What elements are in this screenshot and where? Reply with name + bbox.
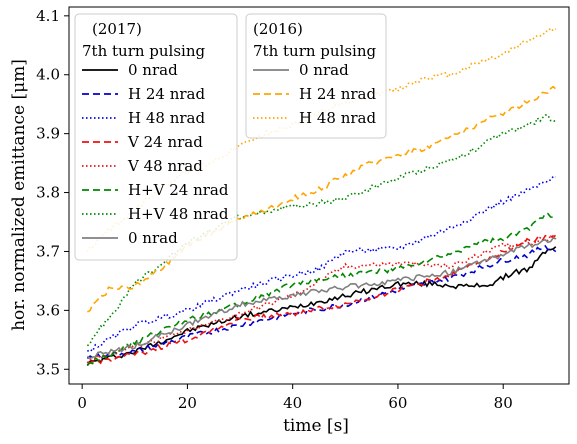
legend-entry-label: H+V 24 nrad: [128, 181, 229, 199]
legend-entry-label: H 24 nrad: [299, 85, 376, 103]
y-tick-label: 3.9: [36, 125, 60, 143]
legend-title: 7th turn pulsing: [253, 42, 377, 60]
y-axis-ticks: 3.5 3.6 3.7 3.8 3.9 4.0 4.1: [36, 7, 69, 378]
series-line-1-0-nrad: [86, 246, 557, 367]
x-axis-label: time [s]: [283, 416, 349, 436]
y-tick-label: 4.0: [36, 66, 60, 84]
y-axis-label: hor. normalized emittance [μm]: [9, 59, 29, 331]
legend-title: (2017): [92, 20, 142, 38]
series-line-2-h-24-nrad: [86, 244, 557, 360]
legend-entry-label: H+V 48 nrad: [128, 205, 229, 223]
y-tick-label: 3.6: [36, 301, 60, 319]
x-tick-label: 80: [494, 394, 513, 412]
legend-entry-label: H 48 nrad: [128, 109, 205, 127]
legend-box: [74, 13, 238, 261]
legend-box: [245, 13, 387, 139]
legend-entry-label: 0 nrad: [128, 61, 178, 79]
x-tick-label: 0: [77, 394, 87, 412]
series-line-6-h-v-24-nrad: [86, 212, 556, 366]
series-line-10-h-24-nrad: [87, 85, 557, 313]
x-axis-ticks: 0 20 40 60 80: [77, 384, 513, 412]
legend-entry-label: H 24 nrad: [128, 85, 205, 103]
legend-entry-label: V 24 nrad: [127, 133, 203, 151]
series-line-7-h-v-48-nrad: [86, 114, 557, 347]
y-tick-label: 3.8: [36, 184, 60, 202]
legend-title: (2016): [253, 20, 303, 38]
y-tick-label: 3.5: [36, 360, 60, 378]
plot-frame: [68, 6, 570, 385]
series-line-3-h-48-nrad: [86, 175, 556, 353]
legend-entry-label: 0 nrad: [128, 229, 178, 247]
series-line-8-0-nrad: [86, 236, 557, 360]
legend-entry-label: V 48 nrad: [127, 157, 203, 175]
legend-entry-label: H 48 nrad: [299, 109, 376, 127]
y-tick-label: 4.1: [36, 7, 60, 25]
x-tick-label: 40: [283, 394, 302, 412]
y-tick-label: 3.7: [36, 242, 60, 260]
x-tick-label: 60: [388, 394, 407, 412]
legend-title: 7th turn pulsing: [82, 42, 206, 60]
legend-entry-label: 0 nrad: [299, 61, 349, 79]
x-tick-label: 20: [178, 394, 197, 412]
series-line-5-v-48-nrad: [86, 234, 557, 364]
